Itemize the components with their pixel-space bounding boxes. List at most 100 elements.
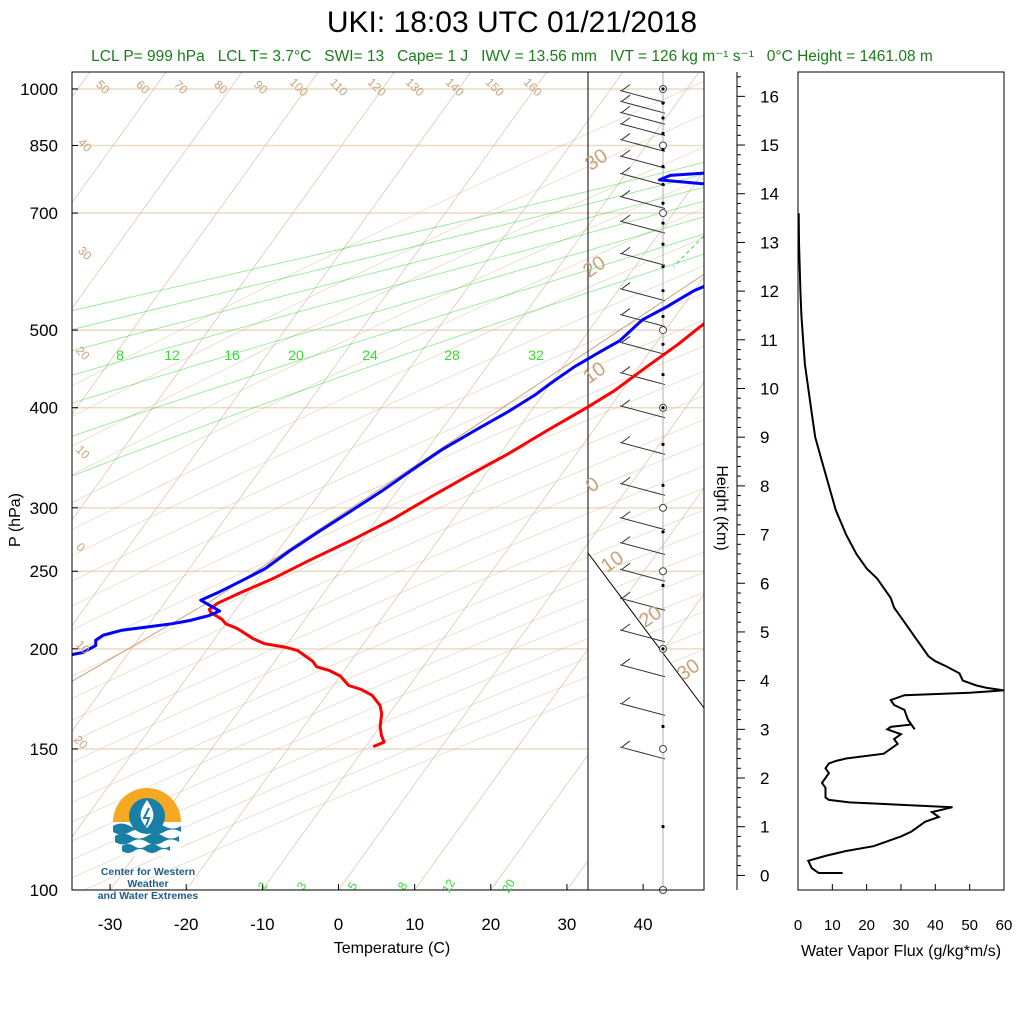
barb-station-circle bbox=[659, 326, 667, 335]
isotherm-line bbox=[109, 72, 700, 890]
barb-dot bbox=[661, 201, 665, 205]
isotherm-label: 130 bbox=[403, 75, 427, 99]
height-tick-label: 2 bbox=[760, 769, 769, 788]
barb-dot bbox=[661, 724, 665, 729]
wind-barb-feather bbox=[621, 658, 631, 666]
pressure-tick-label: 500 bbox=[30, 321, 58, 340]
flux-series-group bbox=[798, 213, 1004, 874]
mixing-ratio-label: 32 bbox=[528, 347, 544, 363]
isotherm-label: 90 bbox=[251, 77, 271, 97]
lightning-icon bbox=[142, 807, 151, 827]
moist-adiabat bbox=[72, 173, 704, 330]
isotherm-line bbox=[72, 72, 395, 521]
mixing-ratio-line bbox=[855, 72, 1024, 267]
barb-dot bbox=[661, 87, 665, 91]
temperature-tick-label: 40 bbox=[634, 915, 653, 934]
dry-adiabat bbox=[72, 509, 704, 784]
temperature-tick-label: -20 bbox=[174, 915, 199, 934]
barb-dot bbox=[661, 647, 665, 651]
wind-barb bbox=[619, 288, 666, 302]
temperature-tick-label: 30 bbox=[557, 915, 576, 934]
isotherm-line bbox=[185, 170, 704, 890]
height-tick-label: 3 bbox=[760, 720, 769, 739]
barb-dot bbox=[661, 131, 665, 136]
barb-dot bbox=[661, 148, 665, 152]
isotherm-line bbox=[795, 72, 1024, 890]
wind-barb-feather bbox=[621, 190, 631, 197]
height-tick-label: 1 bbox=[760, 818, 769, 837]
barb-dot bbox=[661, 221, 665, 225]
dry-adiabat bbox=[72, 207, 704, 504]
pressure-tick-label: 1000 bbox=[20, 80, 58, 99]
logo-wave-icon bbox=[122, 844, 170, 853]
dry-adiabat bbox=[72, 395, 704, 677]
height-tick-label: 10 bbox=[760, 379, 779, 398]
logo-line-1: Center for Western Weather bbox=[100, 866, 196, 890]
pressure-tick-label: 850 bbox=[30, 137, 58, 156]
mixing-ratio-label: 12 bbox=[439, 876, 458, 895]
isotherm-line bbox=[72, 72, 471, 627]
wind-barb bbox=[619, 405, 666, 419]
height-tick-label: 11 bbox=[760, 331, 778, 350]
pressure-tick-label: 300 bbox=[30, 499, 58, 518]
isotherm-label: 20 bbox=[579, 252, 610, 283]
flux-tick-label: 10 bbox=[824, 917, 841, 934]
background-grid bbox=[72, 72, 1024, 890]
barb-dot bbox=[661, 483, 665, 487]
mixing-ratio-label: 12 bbox=[164, 347, 180, 363]
dry-adiabat bbox=[72, 370, 704, 654]
isotherm-line bbox=[338, 381, 704, 890]
height-tick-label: 6 bbox=[760, 574, 769, 593]
wind-barb bbox=[619, 629, 666, 643]
temperature-line bbox=[207, 321, 704, 748]
isotherm-label: 150 bbox=[483, 75, 507, 99]
wind-barb-feather bbox=[621, 167, 631, 174]
wind-barb-panel bbox=[587, 72, 705, 894]
dry-adiabat bbox=[72, 80, 704, 387]
mixing-ratio-label: 8 bbox=[116, 347, 124, 363]
isotherm-line bbox=[414, 487, 704, 890]
logo-line-2: and Water Extremes bbox=[97, 890, 199, 902]
height-tick-label: 16 bbox=[760, 87, 779, 106]
barb-station-circle bbox=[659, 744, 667, 753]
isotherm-line bbox=[72, 72, 243, 310]
height-axis-label: Height (Km) bbox=[713, 465, 730, 550]
wind-barb-feather bbox=[621, 399, 631, 407]
height-tick-label: 14 bbox=[760, 185, 779, 204]
moist-adiabat bbox=[72, 186, 704, 352]
pressure-tick-label: 150 bbox=[30, 740, 58, 759]
dry-adiabat bbox=[72, 292, 704, 582]
dry-adiabat bbox=[72, 237, 704, 531]
logo bbox=[113, 788, 181, 856]
barb-dot bbox=[661, 314, 665, 319]
x-axis-label: Temperature (C) bbox=[334, 940, 450, 957]
isotherm-label: 0 bbox=[582, 473, 604, 497]
isotherm-label: 0 bbox=[74, 540, 89, 555]
barb-dot bbox=[661, 442, 665, 446]
wind-barb-feather bbox=[621, 105, 631, 113]
skewt-frame bbox=[71, 71, 705, 891]
flux-tick-label: 60 bbox=[996, 917, 1013, 934]
wind-barb-feather bbox=[621, 562, 631, 570]
isotherm-label: 80 bbox=[211, 77, 231, 97]
dry-adiabat bbox=[72, 345, 704, 631]
dry-adiabat bbox=[72, 530, 704, 803]
flux-tick-label: 40 bbox=[927, 917, 944, 934]
barb-station-circle bbox=[659, 141, 667, 150]
barb-station-circle bbox=[659, 567, 667, 576]
dry-adiabat bbox=[72, 442, 704, 721]
wind-barb bbox=[619, 89, 666, 103]
swi-value: SWI= 13 bbox=[324, 48, 385, 65]
mixing-ratio-line bbox=[811, 72, 1013, 267]
wind-barb-feather bbox=[621, 308, 631, 315]
wind-barb bbox=[619, 220, 666, 234]
isotherm-label: 70 bbox=[171, 77, 191, 97]
barb-dot bbox=[661, 342, 665, 346]
mixing-ratio-label: 28 bbox=[444, 347, 460, 363]
moist-adiabat bbox=[72, 253, 704, 477]
wind-barb bbox=[619, 664, 666, 678]
isotherm-label: 50 bbox=[93, 77, 113, 97]
iwv-value: IWV = 13.56 mm bbox=[481, 48, 597, 65]
barb-dot bbox=[661, 182, 665, 187]
